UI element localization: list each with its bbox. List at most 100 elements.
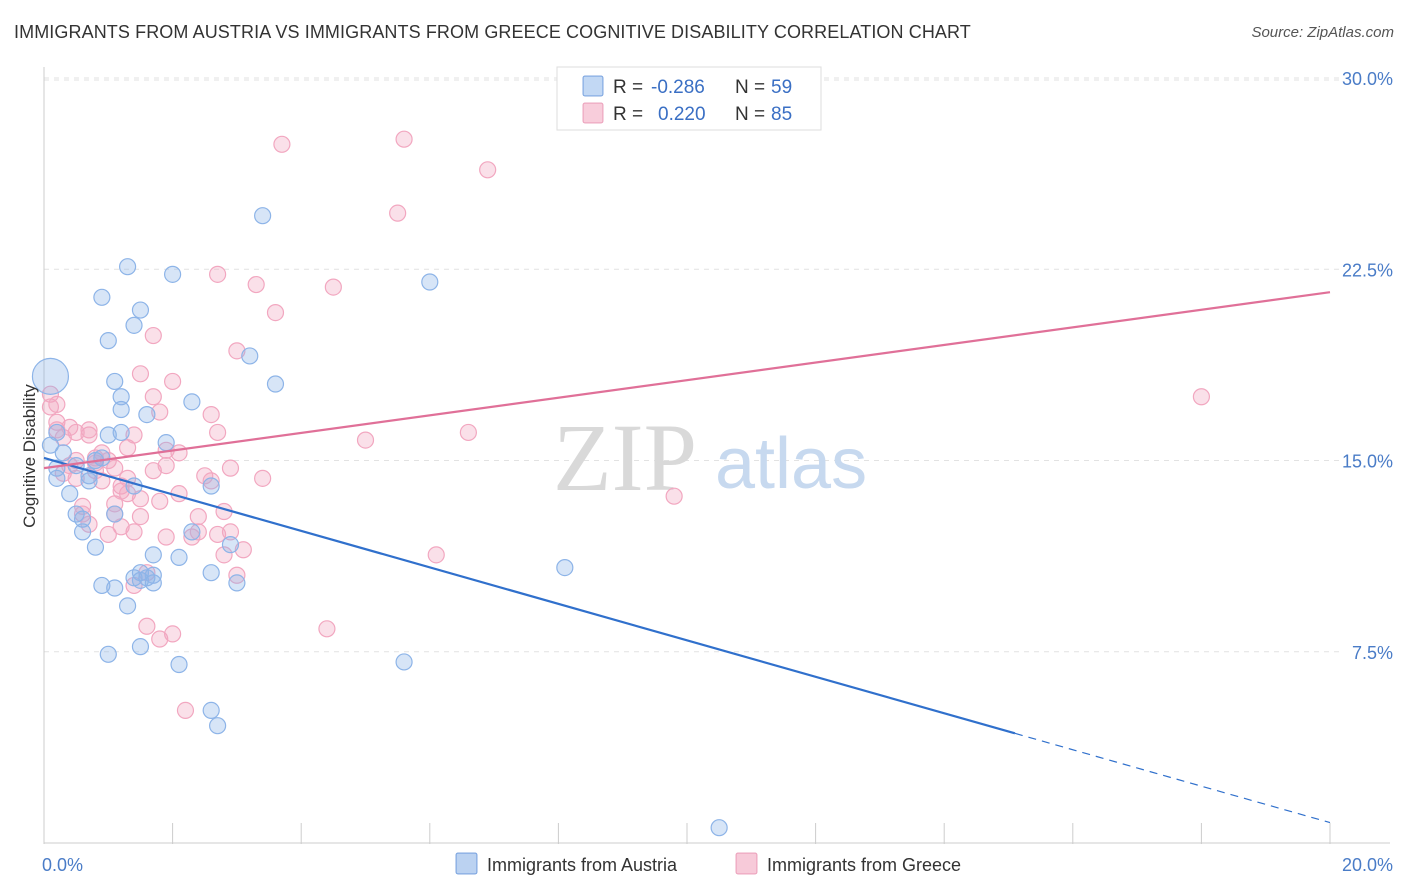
point-austria [710,819,728,837]
point-austria [221,536,240,554]
legend-n-value-austria: 59 [771,77,792,98]
trendlines [43,291,1331,824]
point-greece [427,546,445,564]
bottom-legend-swatch-austria [455,852,478,875]
point-greece [665,487,683,505]
point-greece [48,395,66,413]
point-austria [112,388,130,406]
point-austria [125,316,143,334]
y-axis-title: Cognitive Disability [20,384,39,528]
point-austria [93,576,111,595]
points-austria [31,207,728,837]
point-greece [93,472,111,490]
point-greece [202,472,220,490]
watermark-zip: ZIP [553,404,697,511]
point-greece [125,523,143,541]
point-austria [80,472,98,490]
point-greece [131,507,150,526]
point-greece [125,426,143,444]
x-tick-label: 0.0% [42,855,83,875]
point-austria [112,423,130,442]
point-austria [118,258,137,276]
point-greece [234,541,252,559]
bottom-legend-swatch-greece [735,852,758,875]
point-austria [99,426,117,444]
point-greece [254,469,272,487]
point-austria [170,655,188,674]
point-austria [131,638,150,656]
point-greece [144,462,162,480]
point-greece [389,204,407,222]
point-greece [324,278,342,296]
bottom-legend-label-greece: Immigrants from Greece [767,855,961,875]
point-greece [67,469,85,487]
x-tick-label: 20.0% [1342,855,1393,875]
point-austria [106,505,124,523]
point-greece [356,431,375,449]
point-austria [99,645,117,663]
point-austria [131,301,150,319]
point-austria [106,372,124,391]
point-austria [241,347,259,365]
point-austria [144,546,162,564]
trendline-austria-extension [1014,732,1331,824]
legend-n-value-greece: 85 [771,104,792,125]
point-austria [73,523,92,541]
point-austria [86,538,105,556]
point-greece [80,421,98,439]
legend-r-label-austria: R = [613,77,643,98]
y-tick-label: 15.0% [1342,452,1393,472]
point-greece [209,423,227,442]
point-austria [99,332,117,350]
point-greece [247,275,265,294]
point-austria [209,717,227,735]
legend-n-label-greece: N = [735,104,765,125]
bottom-legend: Immigrants from Austria Immigrants from … [455,852,961,875]
point-austria [144,566,162,584]
point-greece [221,523,240,541]
point-greece [228,342,246,360]
point-austria [266,375,285,393]
point-austria [93,449,111,467]
point-greece [215,546,233,564]
point-greece [151,630,169,648]
legend-swatch-greece [582,102,604,124]
point-austria [112,400,130,419]
point-austria [54,444,72,462]
point-greece [80,426,98,444]
point-austria [118,597,137,615]
point-greece [221,459,240,477]
point-greece [189,523,207,541]
trendline-austria [43,456,1016,735]
legend-r-label-greece: R = [613,104,643,125]
point-greece [209,265,227,283]
point-austria [61,485,79,503]
point-austria [421,273,439,291]
point-austria [202,701,220,720]
point-austria [254,207,272,225]
point-greece [189,507,207,526]
y-tick-label: 22.5% [1342,260,1393,280]
gridlines [44,77,1340,653]
point-greece [202,406,220,424]
point-austria [395,653,413,671]
point-greece [176,701,195,720]
legend-swatch-austria [582,75,604,97]
point-greece [157,457,175,475]
top-legend: R = -0.286 N = 59 R = 0.220 N = 85 [556,66,822,131]
watermark: ZIP atlas [553,404,867,511]
point-greece [151,403,169,421]
point-greece [209,525,227,544]
point-austria [202,477,220,495]
point-greece [106,459,124,477]
trendline-greece [43,291,1331,470]
axes [43,67,1390,844]
point-austria [556,558,574,577]
point-austria [138,406,156,424]
point-austria [31,357,70,395]
point-greece [131,365,150,383]
point-greece [151,492,169,510]
point-greece [479,161,497,179]
